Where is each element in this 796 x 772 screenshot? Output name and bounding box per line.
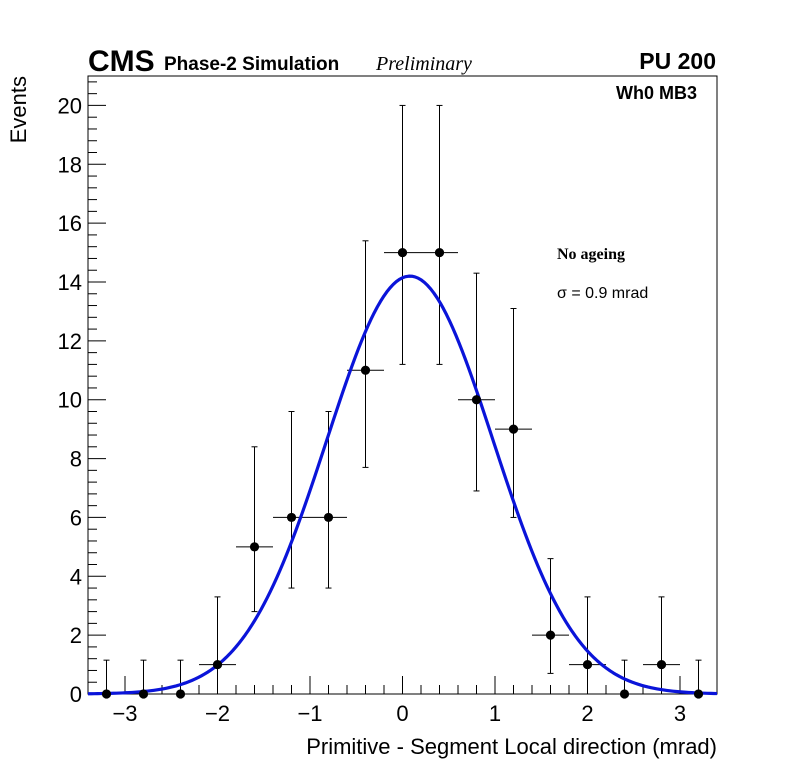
y-tick-label: 4	[70, 564, 82, 589]
pileup-label: PU 200	[639, 48, 716, 74]
data-point	[101, 689, 112, 699]
x-axis-title: Primitive - Segment Local direction (mra…	[306, 734, 717, 759]
error-bar	[199, 596, 236, 695]
ageing-label: No ageing	[557, 246, 625, 263]
simulation-label: Phase-2 Simulation	[164, 54, 339, 75]
data-point	[434, 247, 445, 258]
x-tick-label: 0	[396, 701, 408, 726]
error-bar	[347, 240, 384, 468]
data-point	[545, 630, 556, 640]
data-point	[471, 395, 482, 405]
data-point	[138, 689, 149, 699]
data-point	[286, 512, 297, 523]
y-tick-label: 14	[58, 270, 82, 295]
x-axis-tick-labels: −3 −2 −1 0 1 2 3	[112, 701, 686, 726]
error-bar	[236, 446, 273, 613]
data-point	[397, 247, 408, 258]
error-bar	[88, 659, 125, 695]
error-bar	[458, 272, 495, 492]
error-bar	[643, 596, 680, 695]
data-point	[693, 689, 704, 699]
data-points	[101, 247, 704, 699]
x-tick-label: 2	[581, 701, 593, 726]
x-tick-label: −2	[205, 701, 230, 726]
x-tick-label: −3	[112, 701, 137, 726]
y-tick-label: 2	[70, 623, 82, 648]
y-axis-tick-labels: 0 2 4 6 8 10 12 14 16 18 20	[58, 93, 82, 707]
error-bar	[273, 410, 310, 589]
data-point	[360, 365, 371, 375]
error-bar	[495, 307, 532, 518]
error-bar	[606, 659, 643, 695]
y-tick-label: 18	[58, 152, 82, 177]
preliminary-label: Preliminary	[375, 53, 472, 75]
data-point	[249, 542, 260, 552]
data-point	[212, 659, 223, 670]
data-point	[656, 659, 667, 670]
data-point	[508, 424, 519, 434]
error-bar	[569, 596, 606, 695]
error-bar	[680, 659, 717, 695]
data-point	[323, 512, 334, 523]
x-tick-label: 1	[489, 701, 501, 726]
y-tick-label: 10	[58, 388, 82, 413]
error-bar	[384, 104, 421, 365]
x-tick-label: 3	[674, 701, 686, 726]
x-tick-label: −1	[297, 701, 322, 726]
data-point	[175, 689, 186, 699]
y-axis-ticks	[88, 81, 106, 695]
y-tick-label: 0	[70, 682, 82, 707]
cms-label: CMS	[88, 45, 155, 78]
y-tick-label: 6	[70, 505, 82, 530]
data-point	[619, 689, 630, 699]
y-tick-label: 20	[58, 93, 82, 118]
error-bars	[88, 104, 717, 695]
y-tick-label: 16	[58, 211, 82, 236]
y-tick-label: 8	[70, 447, 82, 472]
y-axis-title: Events	[6, 76, 31, 143]
gaussian-fit-curve	[87, 274, 718, 696]
sigma-label: σ = 0.9 mrad	[557, 285, 648, 302]
y-tick-label: 12	[58, 329, 82, 354]
region-label: Wh0 MB3	[616, 83, 697, 103]
data-point	[582, 659, 593, 670]
